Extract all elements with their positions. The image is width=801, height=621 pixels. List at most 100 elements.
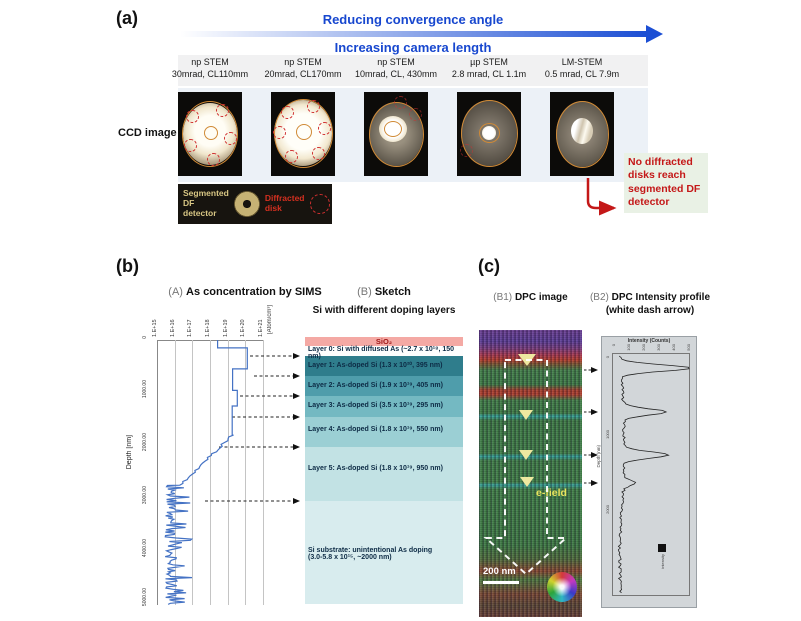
x-tick-label: 1.E+19 xyxy=(223,319,229,337)
detector-ring-icon xyxy=(182,101,238,167)
panel-c-label: (c) xyxy=(478,256,500,276)
x-tick-label: 1.E+16 xyxy=(170,319,176,337)
dpc-profile-title-text: DPC Intensity profile xyxy=(611,292,711,303)
column-mode: LM-STEM xyxy=(561,57,603,67)
segmented-df-label: Segmented DF detector xyxy=(183,188,229,218)
x-tick-label: 1.E+21 xyxy=(258,319,264,337)
panel-b-label: (b) xyxy=(116,256,139,276)
scalebar-icon xyxy=(483,581,519,584)
gradient-arrow xyxy=(180,31,646,37)
layer-sio2: SiO₂ xyxy=(305,337,463,346)
detector-ring-icon xyxy=(461,100,518,167)
diffracted-disk-icon xyxy=(186,110,199,123)
y-tick-label: 5000.00 xyxy=(142,588,148,607)
diffracted-disk-icon xyxy=(224,132,237,145)
dpc-image-title-text: DPC image xyxy=(514,292,568,303)
layer-3: Layer 3: As-doped Si (3.5 x 10¹⁹, 295 nm… xyxy=(305,396,463,417)
profile-y-tick: 0 xyxy=(605,356,610,359)
x-axis-unit-label: [Atom/cm³] xyxy=(267,304,273,334)
ccd-image-tile xyxy=(178,92,242,176)
x-tick-label: 1.E+17 xyxy=(187,319,193,337)
y-axis-label: Depth [nm] xyxy=(126,435,133,470)
diffracted-disk-icon xyxy=(281,106,294,119)
detector-legend: Segmented DF detector Diffracted disk xyxy=(178,184,332,224)
profile-x-tick: 100 xyxy=(626,344,631,351)
diffracted-disk-icon xyxy=(307,100,320,113)
segmented-detector-icon xyxy=(233,191,260,217)
dpc-profile-title: (B2) DPC Intensity profile xyxy=(586,292,714,303)
layer-substrate: Si substrate: unintentional As doping (3… xyxy=(305,501,463,604)
profile-x-tick: 300 xyxy=(656,344,661,351)
gridline xyxy=(210,340,211,605)
center-ring-icon xyxy=(204,126,218,140)
diffracted-disk-legend-icon xyxy=(309,194,330,214)
sims-title-prefix: (A) xyxy=(168,286,183,298)
x-tick-label: 1.E+15 xyxy=(152,319,158,337)
diffracted-disk-icon xyxy=(273,126,286,139)
sims-left-axis xyxy=(157,340,158,605)
down-arrow-icon xyxy=(519,410,533,420)
y-tick-label: 4000.00 xyxy=(142,539,148,558)
profile-legend-marker xyxy=(658,544,666,552)
down-arrow-icon xyxy=(520,477,534,487)
column-settings: 2.8 mrad, CL 1.1m xyxy=(451,68,527,79)
diffracted-disk-icon xyxy=(460,144,473,157)
layer-2: Layer 2: As-doped Si (1.9 x 10¹⁹, 405 nm… xyxy=(305,376,463,396)
ccd-image-tile xyxy=(364,92,428,176)
gridline xyxy=(263,340,264,605)
efield-label: e-field xyxy=(536,487,567,499)
diffracted-disk-icon xyxy=(312,147,325,160)
increasing-camera-length-label: Increasing camera length xyxy=(334,40,492,55)
sketch-title: (B) Sketch xyxy=(300,286,468,298)
column-header: np STEM 30mrad, CL110mm xyxy=(164,57,256,80)
profile-legend-label: intensity xyxy=(660,554,665,569)
gradient-arrow-head-icon xyxy=(646,25,663,43)
no-diffracted-disks-note: No diffracted disks reach segmented DF d… xyxy=(624,153,708,213)
column-settings: 0.5 mrad, CL 7.9m xyxy=(544,68,620,79)
y-tick-label: 1000.00 xyxy=(142,380,148,399)
y-tick-label: 3000.00 xyxy=(142,486,148,505)
scalebar-label: 200 nm xyxy=(483,566,516,577)
profile-x-tick: 0 xyxy=(611,344,616,347)
bright-center xyxy=(571,118,593,144)
down-arrow-icon xyxy=(519,450,533,460)
center-ring-icon xyxy=(479,123,500,143)
sims-title-text: As concentration by SIMS xyxy=(186,286,322,298)
diffracted-disk-icon xyxy=(216,104,229,117)
column-mode: np STEM xyxy=(191,57,229,67)
y-tick-label: 0 xyxy=(142,336,148,339)
reducing-convergence-label: Reducing convergence angle xyxy=(322,12,504,27)
sims-title: (A) As concentration by SIMS xyxy=(138,286,352,298)
panel-a-label: (a) xyxy=(116,8,138,28)
layer-1: Layer 1: As-doped Si (1.3 x 10²⁰, 395 nm… xyxy=(305,356,463,376)
column-mode: µp STEM xyxy=(470,57,508,67)
column-mode: np STEM xyxy=(377,57,415,67)
ccd-image-tile xyxy=(457,92,521,176)
chart-trace xyxy=(164,340,248,605)
gridline xyxy=(245,340,246,605)
profile-plot-area xyxy=(612,353,690,596)
y-tick-label: 2000.00 xyxy=(142,433,148,452)
dpc-color-wheel-icon xyxy=(547,572,577,602)
dpc-profile-title-prefix: (B2) xyxy=(589,292,609,303)
substrate-text-line1: Si substrate: unintentional As doping xyxy=(308,547,433,554)
column-settings: 10mrad, CL, 430mm xyxy=(354,68,438,79)
column-header-band xyxy=(178,55,648,86)
column-header: np STEM 10mrad, CL, 430mm xyxy=(350,57,442,80)
doping-layer-stack: SiO₂ Layer 0: Si with diffused As (~2.7 … xyxy=(305,337,463,604)
profile-y-tick: 2000 xyxy=(605,505,610,514)
profile-plot-title: Intensity (Counts) xyxy=(627,338,671,344)
column-mode: np STEM xyxy=(284,57,322,67)
diffracted-disk-icon xyxy=(318,122,331,135)
dpc-profile-subtitle: (white dash arrow) xyxy=(605,305,695,316)
ccd-row-label: CCD image xyxy=(118,127,177,139)
detector-ring-icon xyxy=(556,101,609,168)
column-settings: 30mrad, CL110mm xyxy=(171,68,249,79)
ccd-image-tile xyxy=(550,92,614,176)
x-tick-label: 1.E+20 xyxy=(240,319,246,337)
dpc-image-title: (B1) DPC image xyxy=(479,292,582,303)
profile-y-tick: 1000 xyxy=(605,430,610,439)
column-settings: 20mrad, CL170mm xyxy=(264,68,342,79)
column-header: µp STEM 2.8 mrad, CL 1.1m xyxy=(443,57,535,80)
